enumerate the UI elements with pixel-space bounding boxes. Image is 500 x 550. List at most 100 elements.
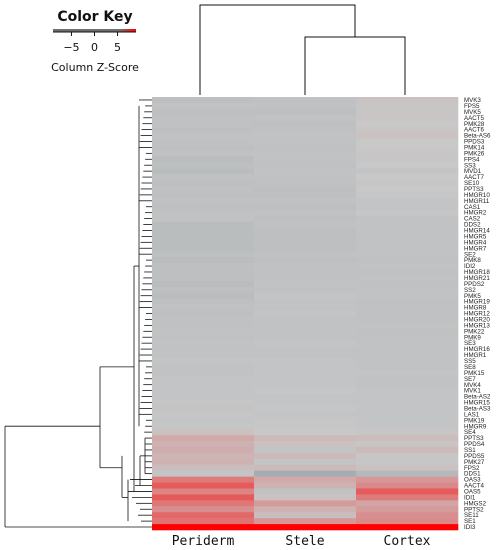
- heatmap-cell: [254, 197, 357, 205]
- row-label: CAS2: [464, 216, 481, 223]
- row-label: SE3: [464, 340, 476, 347]
- heatmap-cell: [254, 316, 357, 323]
- heatmap-cell: [254, 399, 357, 406]
- heatmap-cell: [254, 452, 357, 460]
- heatmap-cell: [254, 405, 357, 412]
- row-label: HMGR18: [464, 269, 490, 276]
- heatmap-cell: [356, 97, 459, 104]
- heatmap-cell: [152, 316, 255, 323]
- heatmap-cell: [152, 144, 255, 151]
- heatmap-cell: [254, 375, 357, 383]
- heatmap-cell: [356, 494, 459, 501]
- row-label: IDI3: [464, 524, 476, 531]
- heatmap-cell: [152, 274, 255, 282]
- heatmap-cell: [254, 227, 357, 234]
- heatmap-cell: [254, 150, 357, 157]
- heatmap-cell: [356, 251, 459, 258]
- heatmap-cell: [152, 452, 255, 460]
- heatmap-cell: [254, 174, 357, 181]
- row-label: Beta-AS6: [464, 133, 491, 140]
- row-label: HMGR11: [464, 198, 490, 205]
- heatmap-cell: [254, 162, 357, 169]
- heatmap-cell: [254, 352, 357, 359]
- row-label: DDS2: [464, 222, 481, 229]
- heatmap-cell: [356, 286, 459, 294]
- heatmap-cell: [152, 108, 255, 116]
- heatmap-cell: [254, 120, 357, 127]
- row-label: Beta-AS2: [464, 394, 491, 401]
- row-label: MVK1: [464, 388, 481, 395]
- color-key-tick-label: 0: [91, 41, 98, 54]
- heatmap-cell: [254, 239, 357, 246]
- heatmap-cell: [254, 132, 357, 139]
- heatmap-cell: [254, 363, 357, 371]
- heatmap-cell: [254, 114, 357, 122]
- column-label: Periderm: [172, 534, 235, 549]
- heatmap-cell: [356, 310, 459, 317]
- heatmap-cell: [356, 423, 459, 430]
- heatmap-cell: [356, 245, 459, 252]
- row-label: HMGR21: [464, 275, 490, 282]
- heatmap-cell: [254, 524, 357, 531]
- heatmap-cell: [254, 435, 357, 442]
- heatmap-cell: [254, 310, 357, 317]
- heatmap-cell: [152, 286, 255, 294]
- column-labels: Periderm Stele Cortex: [172, 534, 431, 549]
- heatmap-cell: [356, 168, 459, 175]
- heatmap-cell: [254, 168, 357, 175]
- heatmap-cell: [254, 411, 357, 418]
- heatmap-cell: [152, 233, 255, 240]
- heatmap-cell: [152, 375, 255, 383]
- heatmap-cell: [152, 102, 255, 110]
- row-label: OAS3: [464, 477, 481, 484]
- row-label: HMGR14: [464, 228, 490, 235]
- heatmap-cell: [254, 328, 357, 335]
- heatmap-cell: [254, 102, 357, 110]
- heatmap-cell: [356, 316, 459, 323]
- row-labels: MVK3FPS5MVK5AACT5PMK28AACT6Beta-AS6PPDS3…: [464, 97, 491, 531]
- heatmap-cell: [356, 126, 459, 133]
- row-label: HMGR10: [464, 192, 490, 199]
- heatmap-cell: [356, 518, 459, 525]
- heatmap-cell: [356, 369, 459, 377]
- heatmap-cell: [356, 138, 459, 145]
- heatmap-cell: [356, 102, 459, 110]
- heatmap-cell: [356, 352, 459, 359]
- heatmap-cell: [254, 417, 357, 424]
- heatmap-cell: [356, 180, 459, 187]
- heatmap-cell: [254, 298, 357, 305]
- row-label: HMGR1: [464, 352, 487, 359]
- heatmap-cell: [356, 500, 459, 507]
- heatmap-cell: [254, 185, 357, 193]
- heatmap-cell: [254, 203, 357, 210]
- heatmap-cell: [254, 138, 357, 145]
- heatmap-cell: [152, 446, 255, 454]
- heatmap-cell: [356, 263, 459, 270]
- heatmap-cell: [356, 357, 459, 365]
- heatmap-cell: [152, 352, 255, 359]
- row-label: HMGR9: [464, 423, 487, 430]
- heatmap-cell: [152, 203, 255, 210]
- row-label: FPS5: [464, 103, 480, 110]
- row-label: MVK5: [464, 109, 481, 116]
- color-key-gradient-bar: [53, 29, 136, 32]
- row-label: LAS1: [464, 411, 480, 418]
- heatmap-cell: [356, 417, 459, 424]
- heatmap-cell: [356, 227, 459, 234]
- row-label: PPDS3: [464, 139, 485, 146]
- heatmap-cell: [254, 156, 357, 163]
- color-key: Color Key −5 0 5 Column Z-Score: [51, 9, 139, 74]
- heatmap-cell: [152, 464, 255, 471]
- heatmap-cell: [152, 292, 255, 299]
- heatmap-cell: [254, 506, 357, 513]
- row-label: HMGR2: [464, 210, 487, 217]
- heatmap-cell: [356, 233, 459, 240]
- row-label: PPTS3: [464, 435, 484, 442]
- heatmap-cell: [356, 506, 459, 513]
- heatmap-cell: [356, 435, 459, 442]
- heatmap-cell: [254, 257, 357, 264]
- heatmap-cell: [356, 387, 459, 394]
- heatmap-cell: [152, 363, 255, 371]
- heatmap-cell: [356, 150, 459, 157]
- row-label: MVK4: [464, 382, 481, 389]
